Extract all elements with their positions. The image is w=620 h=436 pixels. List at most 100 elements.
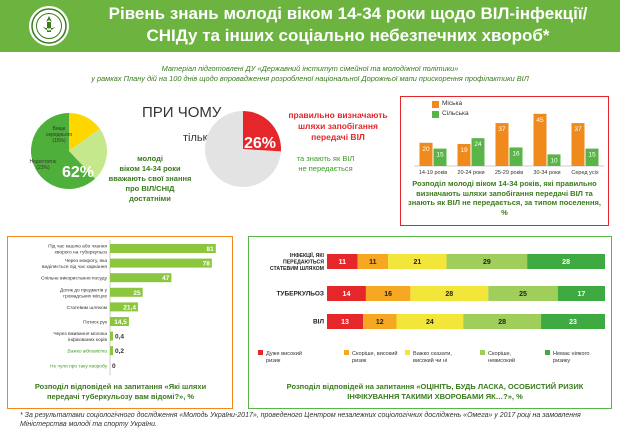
pie2-caption-red: правильно визначають шляхи запобігання п… — [283, 110, 393, 143]
legend-label: ризик — [266, 358, 281, 364]
bar-value-label: 0,4 — [115, 334, 124, 341]
tb-bar-4 — [110, 302, 138, 312]
segment-value-label: 29 — [483, 259, 491, 266]
legend-swatch — [480, 350, 485, 355]
bar-value-label: 21,4 — [123, 304, 136, 311]
footnote: * За результатами соціологічного дослідж… — [20, 412, 581, 428]
tb-bar-1 — [110, 258, 212, 268]
bar-value-label: 78 — [203, 261, 211, 268]
tb-bar-2 — [110, 273, 172, 283]
bar-value-label: 0,2 — [115, 348, 124, 355]
risk-seg-2-4 — [541, 314, 605, 329]
y-tick-label: виділяється під час харкання — [42, 264, 108, 270]
institute-logo-icon — [29, 6, 69, 46]
bar-value-label: 47 — [162, 275, 170, 282]
tb-bar-5 — [110, 317, 129, 326]
knowledge-pie-chart — [30, 113, 107, 189]
transmission-knowledge-pie — [205, 111, 281, 187]
bar-value-label: 14,5 — [114, 319, 127, 326]
y-tick-label: Через мокроту, яка — [65, 258, 108, 264]
segment-value-label: 21 — [413, 259, 421, 266]
y-tick-label: хворого на туберкульоз — [55, 250, 108, 256]
caption-line: та знають як ВІЛ — [296, 154, 355, 163]
bar-rural-2 — [509, 147, 523, 166]
y-tick-label: Не чули про таку хворобу — [50, 363, 108, 369]
segment-value-label: 17 — [577, 291, 585, 298]
segment-value-label: 16 — [384, 291, 392, 298]
age-gender-title: Розподіл молоді віком 14-34 років, які п… — [408, 179, 601, 217]
pie2-caption-green: та знають як ВІЛ не передається — [283, 154, 368, 174]
bar-value-label: 16 — [512, 150, 520, 157]
caption-line: достатніми — [129, 194, 171, 203]
legend-swatch-urban — [432, 101, 439, 108]
caption-line: передачі ВІЛ — [311, 132, 365, 142]
risk-seg-0-2 — [388, 254, 447, 269]
pie1-slice-0 — [69, 113, 100, 151]
bar-value-label: 81 — [207, 246, 215, 253]
bar-value-label: 19 — [460, 147, 468, 154]
risk-seg-2-0 — [327, 314, 364, 329]
legend-label: Дуже високий — [266, 350, 302, 357]
bar-urban-3 — [533, 113, 547, 166]
caption-line: молоді — [137, 154, 163, 163]
bar-value-label: 37 — [574, 126, 582, 133]
x-tick-label: 30-34 роки — [533, 170, 560, 176]
bar-value-label: 37 — [498, 126, 506, 133]
x-tick-label: 20-24 роки — [457, 170, 484, 176]
tb-bar-3 — [110, 287, 143, 297]
y-tick-label: ІНФЕКЦІЇ, ЯКІ — [290, 252, 325, 259]
caption-line: вважають свої знання — [108, 174, 192, 183]
pie1-caption: молоді віком 14-34 роки вважають свої зн… — [100, 154, 200, 204]
bar-urban-0 — [419, 142, 433, 166]
age-gender-panel — [400, 96, 609, 226]
bar-rural-1 — [471, 138, 485, 166]
legend-urban: Міська — [442, 100, 463, 107]
risk-seg-0-1 — [357, 254, 389, 269]
bar-rural-0 — [433, 148, 447, 166]
pie2-slice-main — [243, 111, 281, 152]
intro-line-1: Матеріал підготовлені ДУ «Державний інст… — [161, 64, 459, 73]
segment-value-label: 11 — [369, 259, 377, 266]
y-tick-label: Спільне використання посуду — [41, 276, 108, 282]
segment-value-label: 12 — [376, 319, 384, 326]
x-tick-label: Серед усіх — [571, 170, 598, 176]
y-tick-label: інфікованих корів — [68, 337, 107, 343]
pie1-center-value: 62% — [62, 164, 95, 181]
y-tick-label: СТАТЕВИМ ШЛЯХОМ — [270, 266, 324, 272]
segment-value-label: 28 — [445, 291, 453, 298]
bar-value-label: 20 — [422, 146, 430, 153]
bar-urban-2 — [495, 123, 509, 166]
legend-swatch — [405, 350, 410, 355]
tb-ways-panel — [7, 236, 233, 409]
legend-swatch — [545, 350, 550, 355]
intro-line-2: у рамках Плану дій на 100 днів щодо впро… — [91, 74, 529, 83]
y-tick-label: Через вживання молока — [53, 331, 107, 337]
caption-line: про ВІЛ/СНІД — [125, 184, 175, 193]
y-tick-label: громадських місцях — [63, 293, 107, 299]
bar-urban-4 — [571, 123, 585, 166]
segment-value-label: 24 — [426, 319, 434, 326]
bar-value-label: 15 — [588, 152, 596, 159]
bar-value-label: 25 — [133, 290, 141, 297]
x-tick-label: 14-19 років — [419, 170, 447, 176]
segment-value-label: 28 — [562, 259, 570, 266]
caption-line: правильно визначають — [288, 110, 388, 120]
segment-value-label: 25 — [519, 291, 527, 298]
bar-rural-3 — [547, 154, 561, 166]
y-tick-label: Дотик до предметів у — [60, 287, 108, 293]
tb-bar-0 — [110, 244, 216, 253]
segment-value-label: 28 — [498, 319, 506, 326]
pie1-label-high: Вище середнього (15%) — [45, 126, 73, 144]
pie2-center-value: 26% — [244, 135, 277, 152]
bar-value-label: 45 — [536, 117, 544, 124]
x-tick-label: 25-29 років — [495, 170, 523, 176]
tb-bar-7 — [110, 346, 113, 356]
y-tick-label: ТУБЕРКУЛЬОЗ — [276, 291, 324, 298]
bar-rural-4 — [585, 148, 599, 166]
segment-value-label: 23 — [569, 319, 577, 326]
pie2-slice-rest — [205, 111, 281, 187]
legend-label: Важко сказати, — [413, 351, 452, 357]
pie1-slice-1 — [69, 128, 107, 179]
segment-value-label: 13 — [341, 319, 349, 326]
